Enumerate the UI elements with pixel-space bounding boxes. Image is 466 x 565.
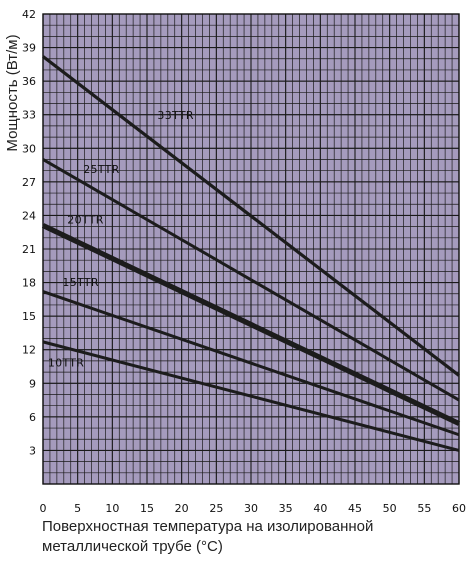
x-tick-labels: 0 5 10 15 20 25 30 35 40 45 50 55 60 — [40, 502, 466, 515]
y-tick-label: 21 — [22, 243, 36, 256]
x-tick-label: 10 — [105, 502, 119, 515]
series-line-20ttr — [41, 223, 461, 426]
x-tick-label: 25 — [209, 502, 223, 515]
x-axis-title-line-1: Поверхностная температура на изолированн… — [42, 518, 374, 535]
plot-frame — [42, 13, 460, 485]
y-tick-label: 6 — [29, 411, 36, 424]
x-tick-label: 35 — [279, 502, 293, 515]
x-tick-label: 45 — [348, 502, 362, 515]
series-line-10ttr — [42, 340, 460, 452]
series-line-33ttr — [42, 55, 460, 377]
y-tick-label: 3 — [29, 444, 36, 457]
series-label-25ttr: 25TTR — [83, 163, 119, 176]
x-axis-title: Поверхностная температура на изолированн… — [42, 517, 462, 557]
y-tick-label: 18 — [22, 277, 36, 290]
y-tick-label: 39 — [22, 42, 36, 55]
series-label-15ttr: 15TTR — [62, 276, 98, 289]
series-label-20ttr: 20TTR — [67, 213, 103, 226]
x-tick-label: 40 — [313, 502, 327, 515]
x-tick-label: 20 — [175, 502, 189, 515]
y-tick-label: 12 — [22, 344, 36, 357]
series-label-33ttr: 33TTR — [157, 109, 193, 122]
y-tick-label: 9 — [29, 377, 36, 390]
x-tick-label: 50 — [383, 502, 397, 515]
y-tick-label: 42 — [22, 8, 36, 21]
series-lines — [41, 55, 461, 452]
y-tick-label: 15 — [22, 310, 36, 323]
series-labels: 33TTR 25TTR 20TTR 15TTR 10TTR — [48, 109, 194, 369]
x-tick-label: 0 — [40, 502, 47, 515]
x-tick-label: 30 — [244, 502, 258, 515]
y-tick-label: 36 — [22, 75, 36, 88]
series-label-10ttr: 10TTR — [48, 357, 84, 370]
x-tick-label: 55 — [417, 502, 431, 515]
y-axis-title: Мощность (Вт/м) — [4, 34, 21, 151]
y-tick-label: 30 — [22, 142, 36, 155]
series-line-15ttr — [42, 290, 460, 437]
x-axis-title-line-2: металлической трубе (°C) — [42, 538, 223, 555]
series-line-25ttr — [42, 158, 460, 402]
y-tick-label: 24 — [22, 209, 36, 222]
y-tick-label: 33 — [22, 109, 36, 122]
x-tick-label: 5 — [74, 502, 81, 515]
y-tick-label: 27 — [22, 176, 36, 189]
x-tick-label: 15 — [140, 502, 154, 515]
x-tick-label: 60 — [452, 502, 466, 515]
